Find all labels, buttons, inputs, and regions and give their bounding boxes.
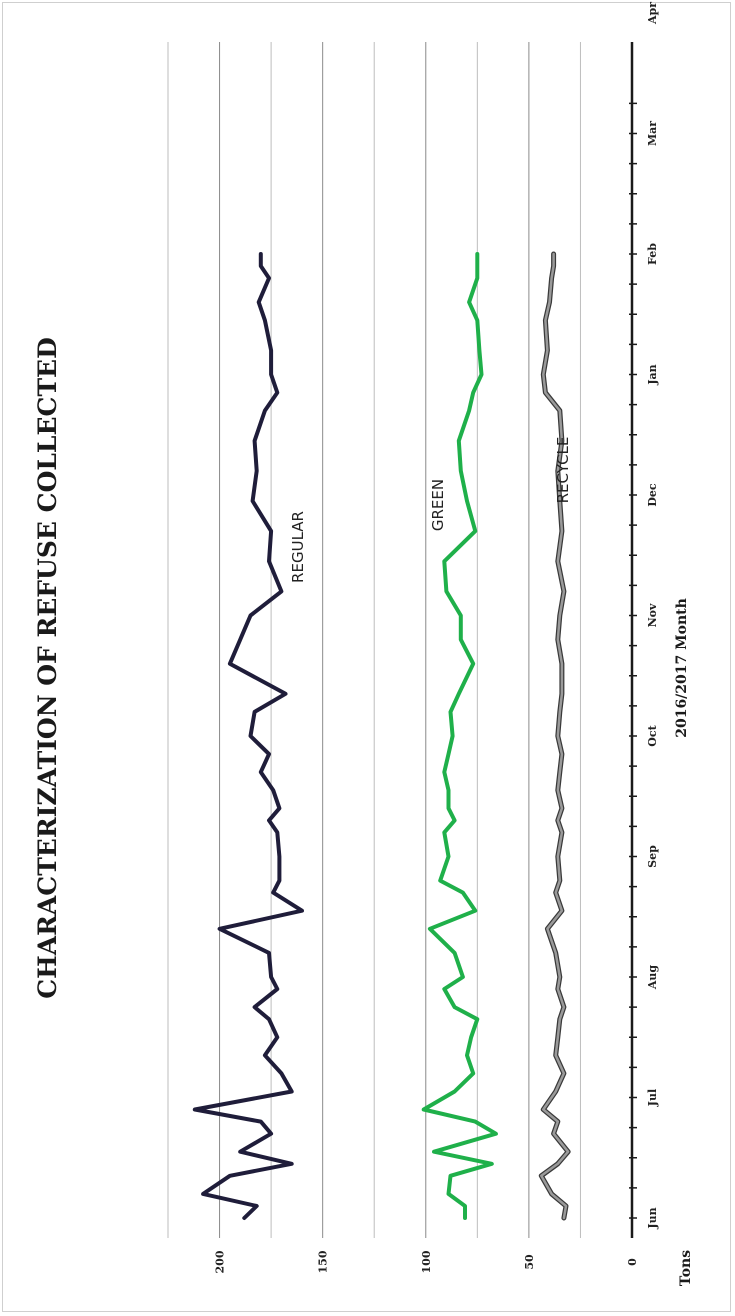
- series-line-green: [421, 252, 498, 1220]
- axes: 0 50 100 150 200 Jun Jul Aug Sep Oct Nov Dec Jan Feb M…: [214, 2, 659, 1274]
- x-tick-label: Apr: [646, 2, 659, 25]
- x-tick-label: Feb: [646, 243, 659, 265]
- y-tick-label: 150: [317, 1250, 330, 1273]
- x-tick-label: Jan: [646, 364, 659, 385]
- y-tick-label: 100: [420, 1250, 433, 1273]
- series-label-green: GREEN: [429, 479, 447, 531]
- y-tick-label: 200: [214, 1250, 227, 1273]
- x-tick-label: Sep: [646, 845, 659, 868]
- x-tick-label: Mar: [646, 121, 659, 146]
- series-lines: [192, 251, 571, 1221]
- x-tick-label: Aug: [646, 965, 659, 991]
- series-labels: REGULAR GREEN RECYCLE: [289, 437, 572, 583]
- y-tick-label: 0: [626, 1258, 639, 1266]
- series-label-regular: REGULAR: [289, 511, 307, 583]
- x-tick-label: Jun: [646, 1207, 659, 1229]
- y-axis-title: Tons: [678, 1250, 694, 1286]
- chart-title: CHARACTERIZATION OF REFUSE COLLECTED: [33, 337, 62, 999]
- x-tick-label: Oct: [646, 724, 659, 746]
- x-tick-label: Dec: [646, 483, 659, 507]
- series-label-recycle: RECYCLE: [554, 437, 572, 504]
- x-tick-label: Jul: [646, 1089, 659, 1107]
- x-tick-label: Nov: [646, 603, 659, 627]
- series-line-recycle: [540, 252, 570, 1220]
- gridlines: [167, 42, 581, 1238]
- series-line-regular: [192, 252, 304, 1220]
- y-tick-label: 50: [523, 1254, 536, 1270]
- x-axis-title: 2016/2017 Month: [674, 598, 690, 738]
